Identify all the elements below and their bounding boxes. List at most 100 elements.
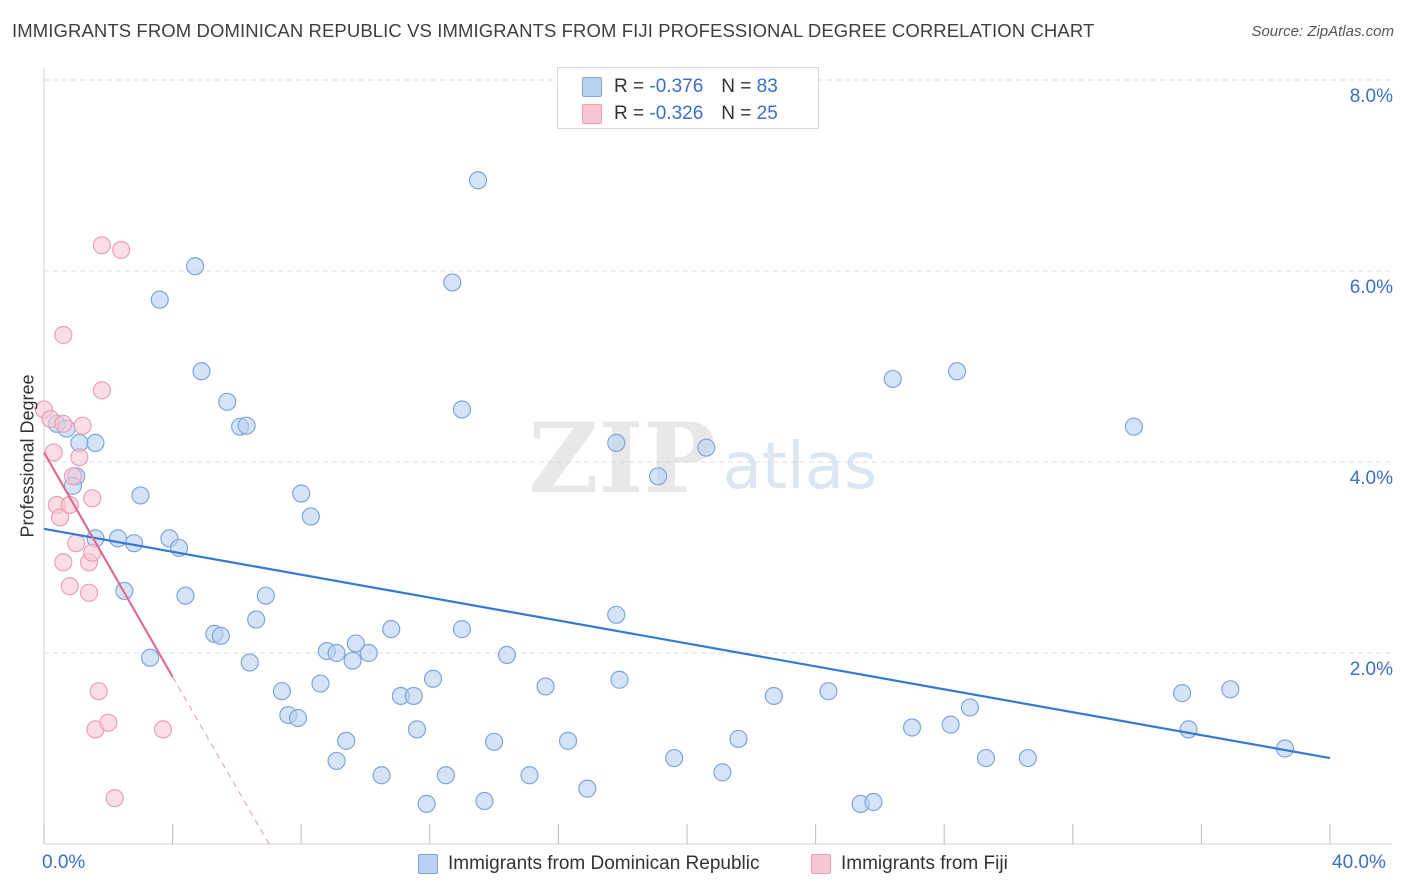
data-point [337, 731, 356, 750]
data-point [883, 369, 902, 389]
data-point [697, 438, 716, 457]
data-point [452, 620, 472, 639]
trend-lines [43, 451, 1331, 845]
trend-extension-fiji [172, 676, 270, 845]
data-point [536, 677, 555, 696]
data-point [89, 682, 108, 701]
data-point [218, 392, 237, 411]
data-point [558, 731, 578, 750]
data-point [70, 448, 89, 467]
data-point [301, 507, 320, 526]
data-point [902, 718, 922, 737]
y-tick-label-6: 6.0% [1349, 277, 1393, 298]
data-point [83, 489, 102, 508]
data-point [63, 467, 83, 486]
data-point [192, 362, 211, 381]
data-point [112, 240, 131, 260]
y-tick-label-4: 4.0% [1349, 468, 1393, 489]
data-point [311, 674, 330, 693]
data-point [105, 789, 124, 808]
data-point [578, 779, 597, 798]
data-point [288, 708, 308, 728]
legend-n-value: 25 [756, 103, 778, 124]
legend-row-dominican: R = -0.376 N = 83 [582, 75, 778, 99]
bottom-legend-swatch-blue [418, 854, 438, 874]
data-point [1221, 680, 1240, 699]
data-point [54, 325, 73, 345]
data-point [240, 653, 259, 672]
data-point [497, 645, 517, 665]
legend-swatch-pink [582, 104, 602, 124]
data-point [272, 682, 292, 701]
data-point [54, 414, 73, 433]
data-point [607, 433, 626, 452]
data-point [372, 766, 391, 785]
data-point [150, 290, 169, 309]
data-point [131, 486, 150, 505]
data-point [1018, 748, 1037, 768]
data-point [153, 720, 173, 739]
series-fiji [34, 236, 173, 808]
grid-lines [44, 79, 1392, 654]
data-point [417, 794, 436, 813]
data-point [343, 651, 362, 670]
data-point [256, 586, 275, 605]
data-point [67, 534, 86, 553]
data-point [729, 729, 748, 749]
legend-n-value: 83 [756, 76, 778, 97]
data-point [485, 732, 504, 751]
x-tick-label-min: 0.0% [42, 852, 86, 873]
data-point [941, 715, 960, 734]
data-point [382, 620, 401, 639]
data-point [327, 751, 346, 771]
data-point [976, 748, 996, 768]
data-point [520, 766, 539, 785]
source-label: Source: ZipAtlas.com [1251, 23, 1394, 40]
data-point [108, 529, 128, 548]
legend-n-label: N = [721, 103, 752, 124]
trend-line-dominican [43, 527, 1331, 760]
data-point [713, 763, 732, 782]
y-tick-label-2: 2.0% [1349, 659, 1393, 680]
data-point [211, 626, 230, 645]
data-point [423, 669, 443, 688]
bottom-legend-fiji: Immigrants from Fiji [811, 851, 1008, 877]
data-point [99, 713, 118, 732]
data-point [864, 792, 883, 812]
bottom-legend-label: Immigrants from Dominican Republic [448, 853, 760, 874]
y-axis-label: Professional Degree [17, 374, 38, 538]
x-tick-label-max: 40.0% [1332, 852, 1386, 873]
legend-r-label: R = [614, 76, 645, 97]
data-point [1124, 417, 1143, 436]
data-point [947, 362, 967, 381]
data-point [60, 577, 79, 596]
legend-r-value: -0.326 [649, 103, 704, 124]
data-point [1179, 720, 1198, 739]
data-point [73, 416, 92, 435]
data-point [176, 586, 195, 605]
data-point [247, 610, 266, 629]
data-point [186, 257, 205, 276]
data-point [54, 553, 73, 572]
data-point [50, 508, 70, 527]
data-point [79, 583, 99, 602]
data-point [960, 698, 980, 717]
data-point [237, 416, 256, 435]
data-point [92, 236, 111, 255]
data-point [436, 766, 455, 785]
bottom-legend-swatch-pink [811, 854, 831, 874]
data-point [404, 686, 423, 706]
chart-title: IMMIGRANTS FROM DOMINICAN REPUBLIC VS IM… [12, 20, 1095, 41]
data-point [452, 400, 472, 419]
data-point [359, 643, 378, 663]
y-tick-label-8: 8.0% [1349, 86, 1393, 107]
series-dominican-republic [47, 171, 1295, 813]
data-point [665, 748, 684, 768]
data-point [327, 643, 346, 663]
data-point [468, 171, 488, 190]
legend-swatch-blue [582, 77, 602, 97]
data-point [610, 670, 629, 689]
data-point [292, 484, 311, 503]
bottom-legend-dominican: Immigrants from Dominican Republic [418, 851, 760, 877]
